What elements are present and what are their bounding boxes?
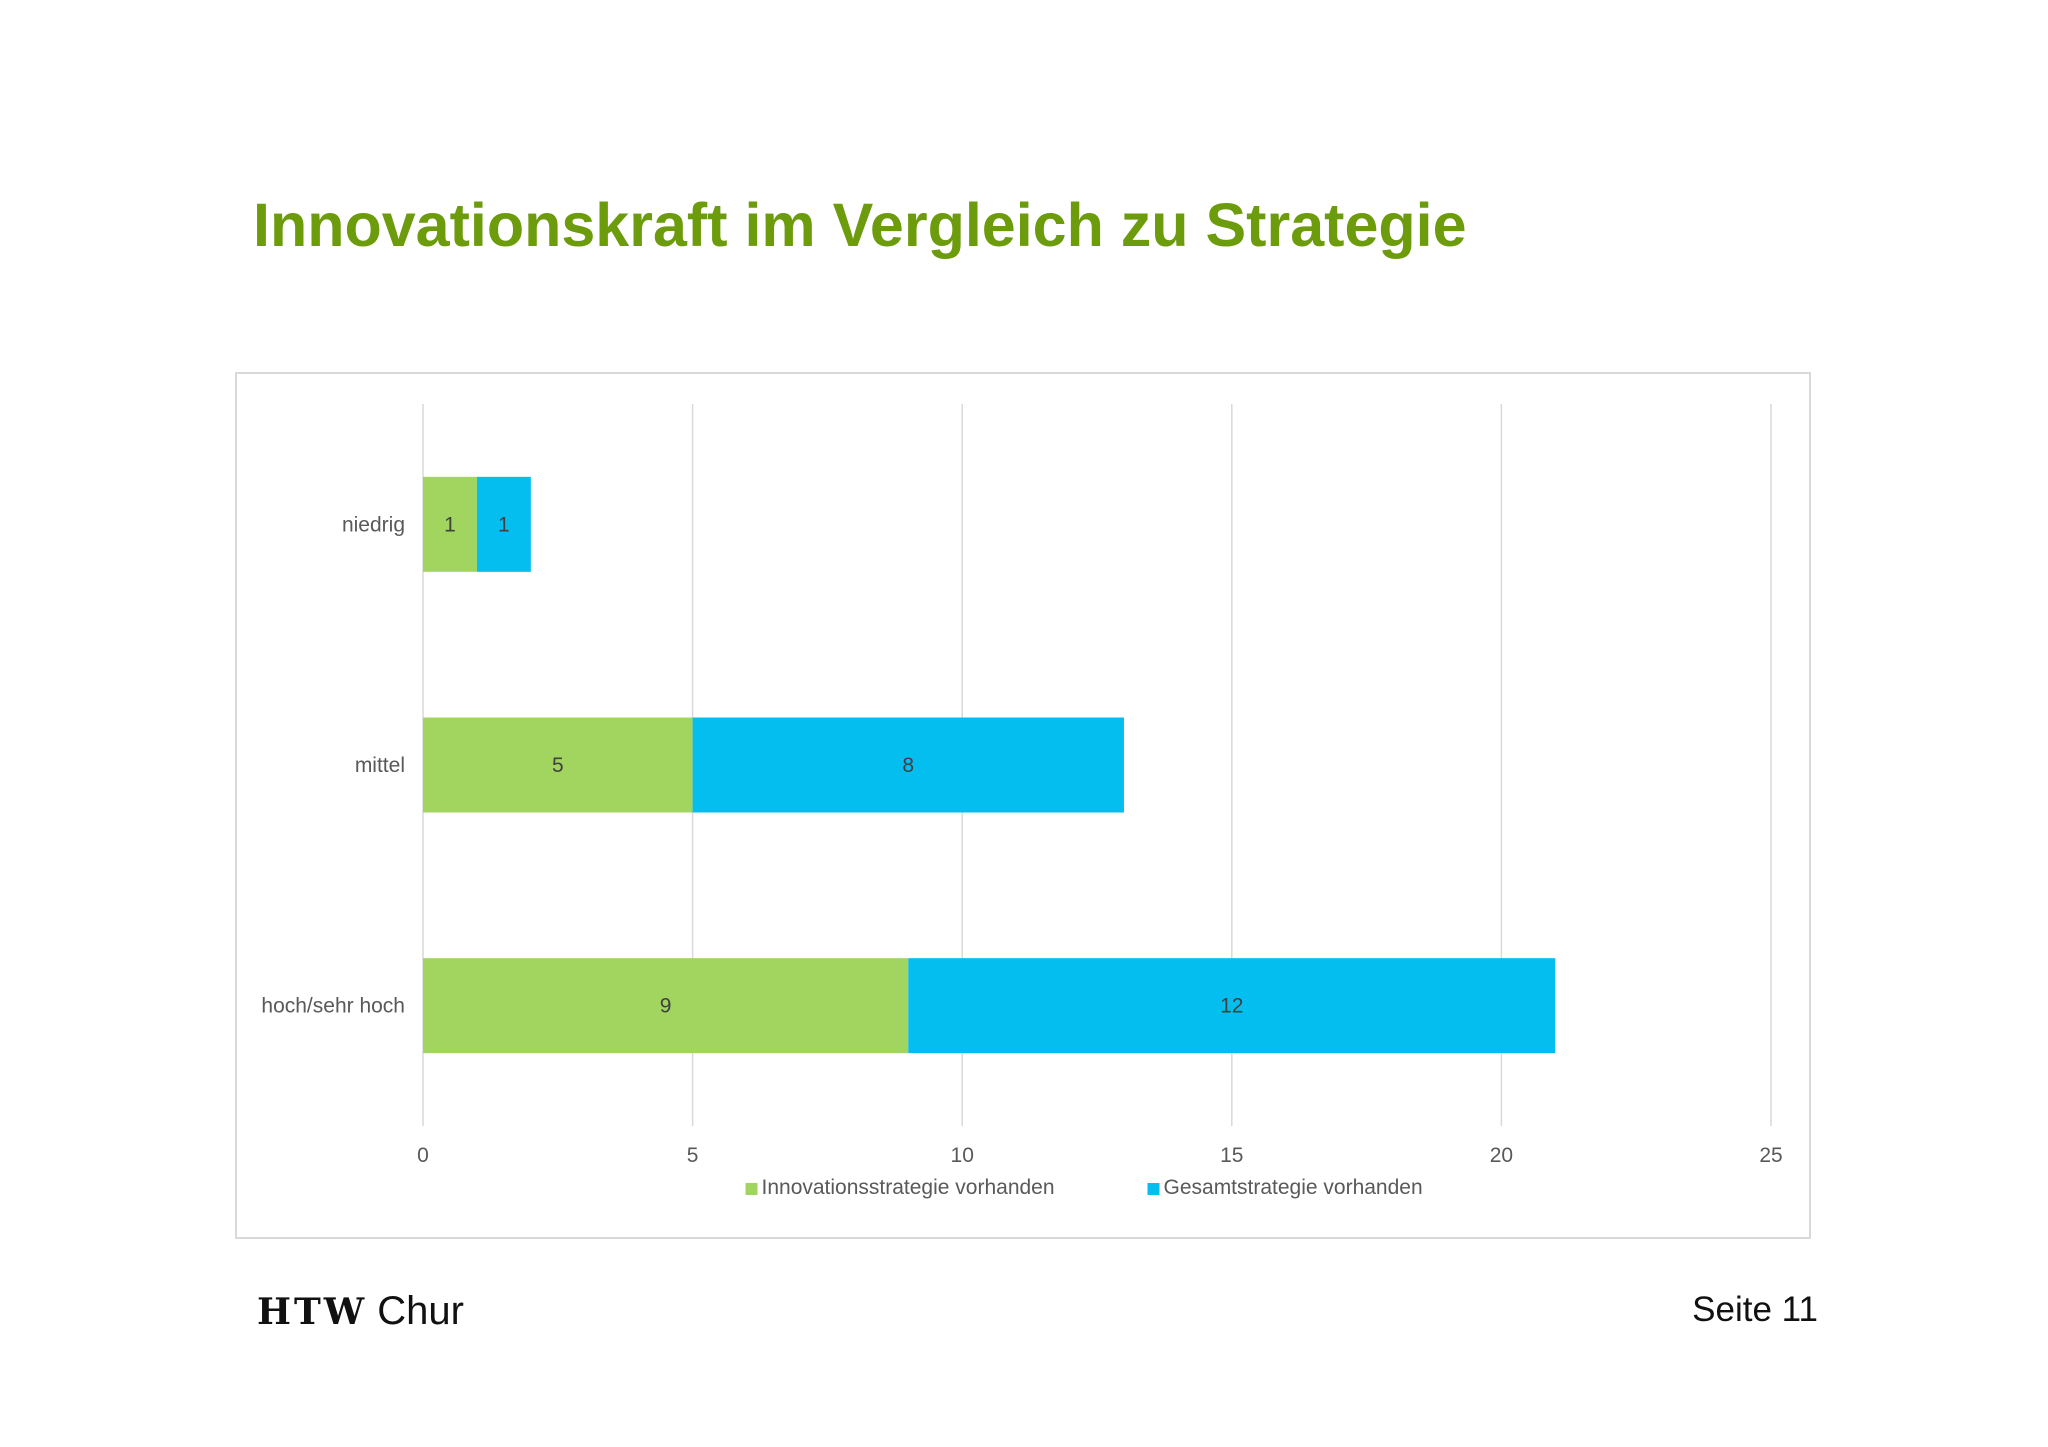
bar-gesamtstrategie <box>476 476 531 572</box>
legend-label: Gesamtstrategie vorhanden <box>1164 1176 1423 1199</box>
logo-htw-text: HTW <box>257 1291 368 1333</box>
bar-innovationsstrategie <box>423 958 909 1054</box>
x-tick-label: 10 <box>951 1144 974 1167</box>
legend-label: Innovationsstrategie vorhanden <box>762 1176 1055 1199</box>
page-number: Seite 11 <box>1692 1290 1818 1329</box>
x-tick-label: 15 <box>1220 1144 1243 1167</box>
x-tick-label: 0 <box>417 1144 429 1167</box>
htw-chur-logo: HTW Chur <box>257 1291 464 1331</box>
category-label: mittel <box>355 754 405 777</box>
category-label: niedrig <box>342 513 405 536</box>
bar-gesamtstrategie <box>908 958 1556 1054</box>
chart-frame: 0 5 10 15 20 25 1 1 niedrig 5 8 mittel 9 12 hoch/sehr … <box>235 372 1811 1239</box>
category-label: hoch/sehr hoch <box>261 995 405 1018</box>
data-label: 9 <box>660 995 672 1018</box>
bar-innovationsstrategie <box>423 476 477 572</box>
logo-chur-text: Chur <box>377 1289 464 1333</box>
legend-swatch <box>745 1183 758 1195</box>
x-tick-label: 5 <box>687 1144 699 1167</box>
x-tick-label: 20 <box>1490 1144 1513 1167</box>
legend-swatch <box>1147 1183 1160 1195</box>
bar-innovationsstrategie <box>423 717 693 813</box>
data-label: 5 <box>552 754 564 777</box>
data-label: 12 <box>1220 995 1243 1018</box>
bar-chart: 0 5 10 15 20 25 1 1 niedrig 5 8 mittel 9 12 hoch/sehr … <box>261 404 1783 1199</box>
data-label: 1 <box>498 513 510 536</box>
data-label: 1 <box>444 513 456 536</box>
data-label: 8 <box>902 754 914 777</box>
bar-gesamtstrategie <box>692 717 1124 813</box>
slide-title: Innovationskraft im Vergleich zu Strateg… <box>253 191 1467 259</box>
x-tick-label: 25 <box>1759 1144 1782 1167</box>
